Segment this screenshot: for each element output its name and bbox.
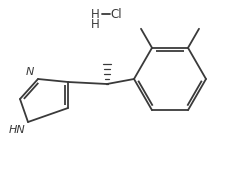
Text: HN: HN	[8, 125, 25, 135]
Text: H: H	[91, 18, 100, 31]
Text: N: N	[26, 67, 34, 77]
Text: Cl: Cl	[110, 7, 122, 21]
Text: H: H	[91, 7, 100, 21]
